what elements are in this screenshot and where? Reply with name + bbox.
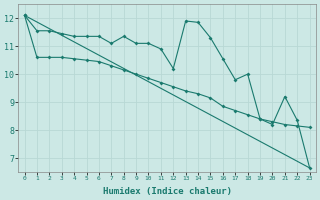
X-axis label: Humidex (Indice chaleur): Humidex (Indice chaleur) bbox=[103, 187, 232, 196]
